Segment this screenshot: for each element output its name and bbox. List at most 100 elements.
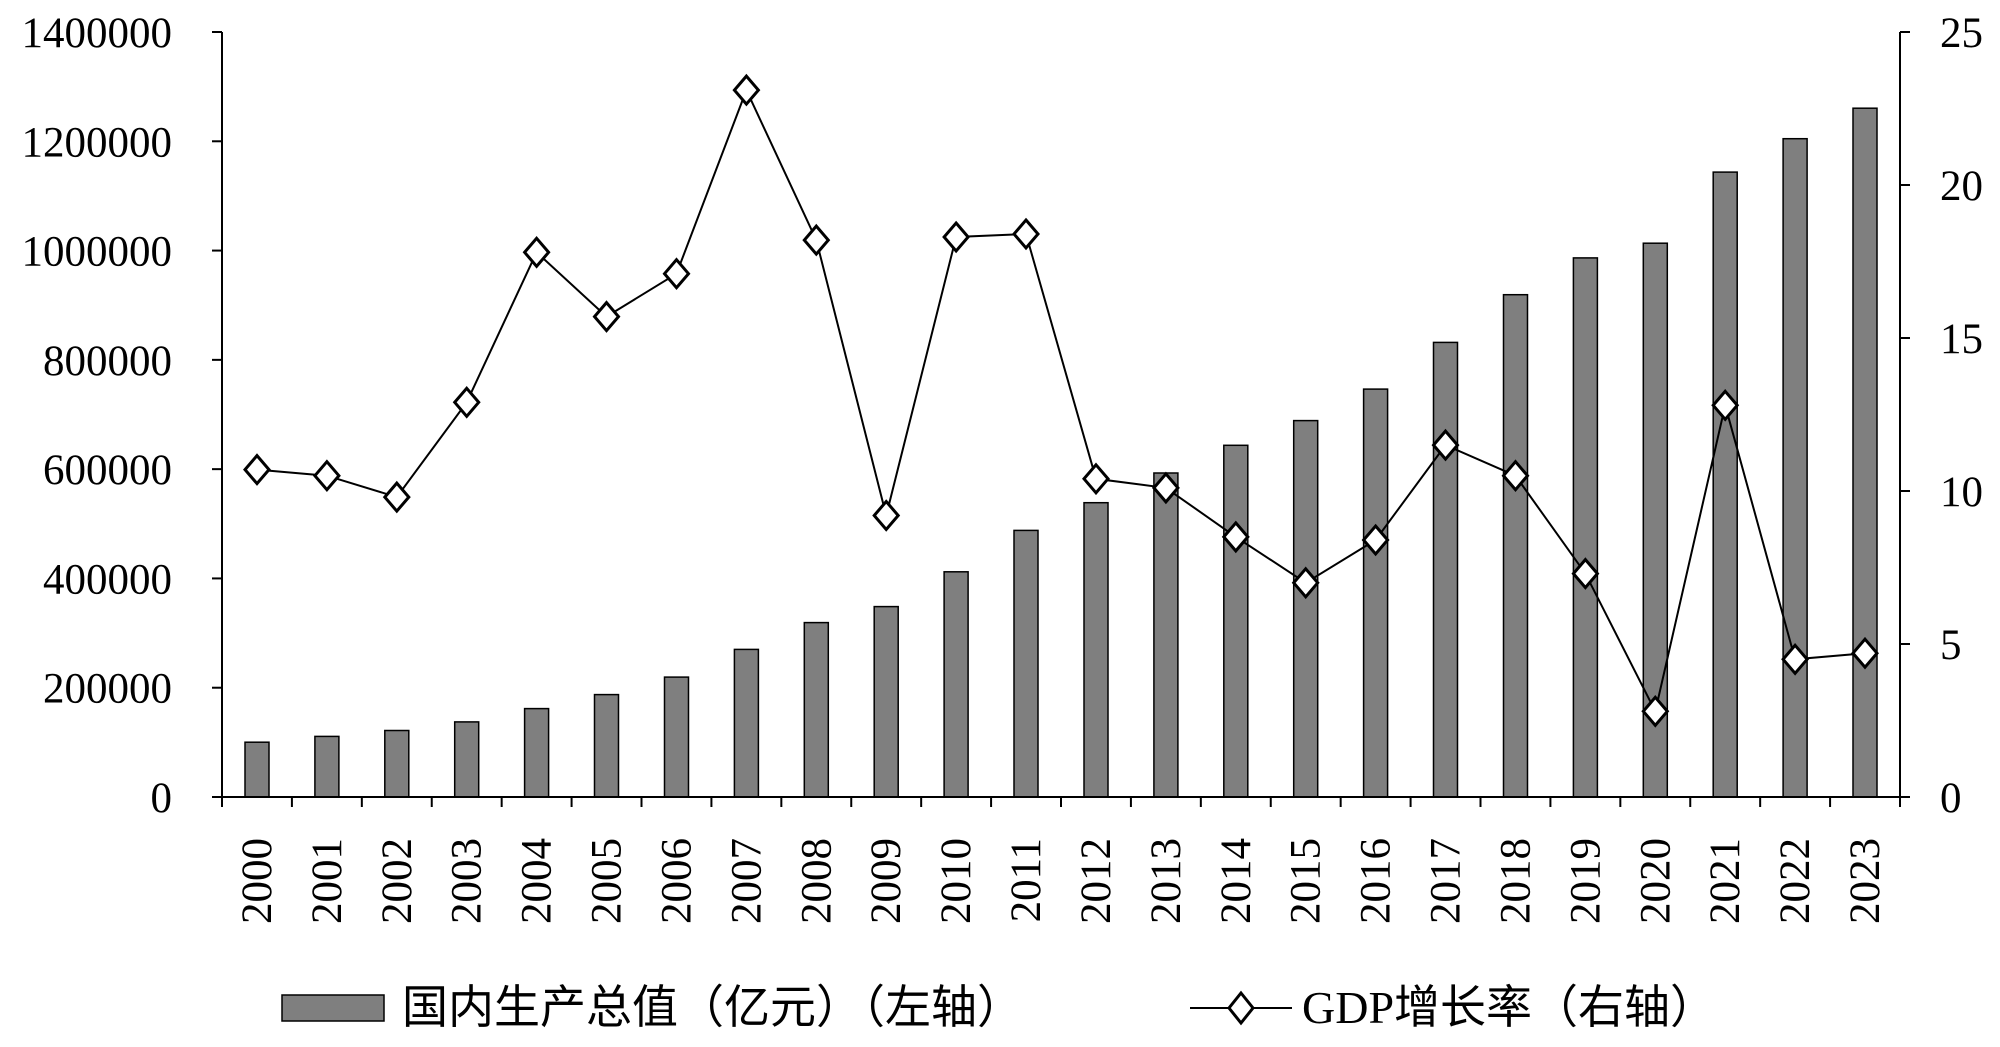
growth-point-2012 [1082,462,1110,496]
bar-2015 [1292,419,1319,798]
x-tick-label-2008: 2008 [793,838,840,924]
x-tick-label-2022: 2022 [1772,838,1819,924]
growth-point-2011 [1012,217,1040,251]
bar-2004 [523,707,550,798]
growth-point-2018 [1501,459,1530,493]
bar-2010 [943,571,969,798]
bar-2014 [1223,444,1249,798]
left-y-tick-label-1400000: 1400000 [22,10,173,57]
growth-point-2008 [802,223,831,257]
right-y-tick-label-5: 5 [1940,622,1962,669]
x-tick-label-2013: 2013 [1143,838,1190,924]
x-tick-label-2006: 2006 [654,838,701,924]
x-tick-label-2020: 2020 [1632,838,1679,924]
growth-point-2003 [452,385,481,419]
legend-label-growth: GDP增长率（右轴） [1302,982,1716,1033]
right-y-tick-label-0: 0 [1940,775,1962,822]
growth-point-2000 [243,453,271,486]
bar-2002 [384,729,410,798]
bar-2009 [873,605,899,798]
chart-axes [212,31,1910,807]
growth-point-2004 [522,235,551,269]
left-y-tick-label-1000000: 1000000 [22,229,173,276]
right-y-tick-label-15: 15 [1940,316,1983,363]
x-tick-label-2021: 2021 [1702,838,1749,924]
growth-point-2017 [1431,428,1460,462]
growth-point-2023 [1851,636,1879,670]
x-tick-label-2011: 2011 [1003,838,1050,922]
growth-point-2014 [1221,520,1250,554]
legend-item-gdp: 国内生产总值（亿元）（左轴） [281,982,1023,1033]
bar-2000 [244,741,270,798]
growth-point-2019 [1571,557,1600,590]
bar-2008 [803,621,830,798]
x-tick-label-2000: 2000 [234,838,281,924]
right-y-tick-label-10: 10 [1940,469,1983,516]
left-y-tick-label-0: 0 [151,775,173,822]
growth-point-2009 [872,499,901,532]
growth-line [256,87,1866,715]
right-y-tick-labels: 0 5 10 15 20 25 [1940,10,1983,822]
x-tick-label-2018: 2018 [1493,838,1540,924]
bar-2019 [1572,257,1599,798]
bar-2017 [1432,341,1459,798]
growth-point-2001 [312,459,341,493]
x-tick-label-2009: 2009 [863,838,910,924]
growth-point-2013 [1151,471,1180,505]
growth-point-2005 [592,300,621,333]
growth-point-2021 [1711,388,1740,422]
x-tick-label-2015: 2015 [1283,838,1330,924]
bar-2021 [1712,171,1738,798]
legend-label-gdp: 国内生产总值（亿元）（左轴） [402,982,1023,1033]
bar-2003 [453,721,480,798]
x-tick-label-2002: 2002 [374,838,421,924]
bar-2006 [663,676,690,798]
left-y-tick-label-800000: 800000 [43,338,172,385]
bar-2023 [1852,107,1878,798]
left-y-tick-label-400000: 400000 [43,556,172,603]
bar-2018 [1502,293,1529,798]
x-tick-label-2017: 2017 [1423,838,1470,924]
x-tick-label-2003: 2003 [444,838,491,924]
x-tick-label-2001: 2001 [304,838,351,924]
x-tick-label-2005: 2005 [584,838,631,924]
growth-point-2007 [732,73,761,107]
bar-2011 [1013,529,1039,798]
x-tick-label-2007: 2007 [723,838,770,924]
growth-point-2010 [942,220,971,254]
legend: 国内生产总值（亿元）（左轴） GDP增长率（右轴） [281,982,1716,1033]
bar-2005 [593,693,620,798]
bar-2007 [733,648,760,798]
left-y-tick-labels: 0 200000 400000 600000 800000 1000000 1200000 1… [22,10,173,822]
x-tick-label-2023: 2023 [1842,838,1889,924]
growth-point-2022 [1781,642,1810,676]
x-tick-label-2014: 2014 [1213,838,1260,924]
right-y-tick-label-20: 20 [1940,163,1983,210]
growth-line-series [243,73,1879,728]
left-y-tick-label-600000: 600000 [43,447,172,494]
x-tick-label-2019: 2019 [1562,838,1609,924]
left-y-tick-label-200000: 200000 [43,666,172,713]
growth-point-2002 [382,480,411,514]
gdp-bars [244,107,1878,798]
right-y-tick-label-25: 25 [1940,10,1983,57]
x-tick-label-2016: 2016 [1353,838,1400,924]
bar-2012 [1083,501,1109,798]
left-y-tick-label-1200000: 1200000 [22,119,173,166]
legend-swatch-bar [281,994,385,1022]
bar-2013 [1153,472,1179,798]
growth-point-2016 [1361,523,1390,557]
growth-point-2015 [1291,566,1320,600]
x-tick-label-2010: 2010 [933,838,980,924]
bar-2022 [1782,137,1808,798]
x-tick-label-2012: 2012 [1073,838,1120,924]
bar-2001 [314,735,340,798]
legend-item-growth: GDP增长率（右轴） [1190,982,1716,1033]
x-tick-label-2004: 2004 [514,838,561,924]
legend-swatch-diamond [1227,990,1255,1026]
growth-point-2020 [1641,694,1670,728]
x-tick-labels: 2000 2001 2002 2003 2004 2005 2006 2007 2008 2009… [234,838,1889,924]
bar-2016 [1362,388,1389,798]
growth-point-2006 [662,257,691,291]
